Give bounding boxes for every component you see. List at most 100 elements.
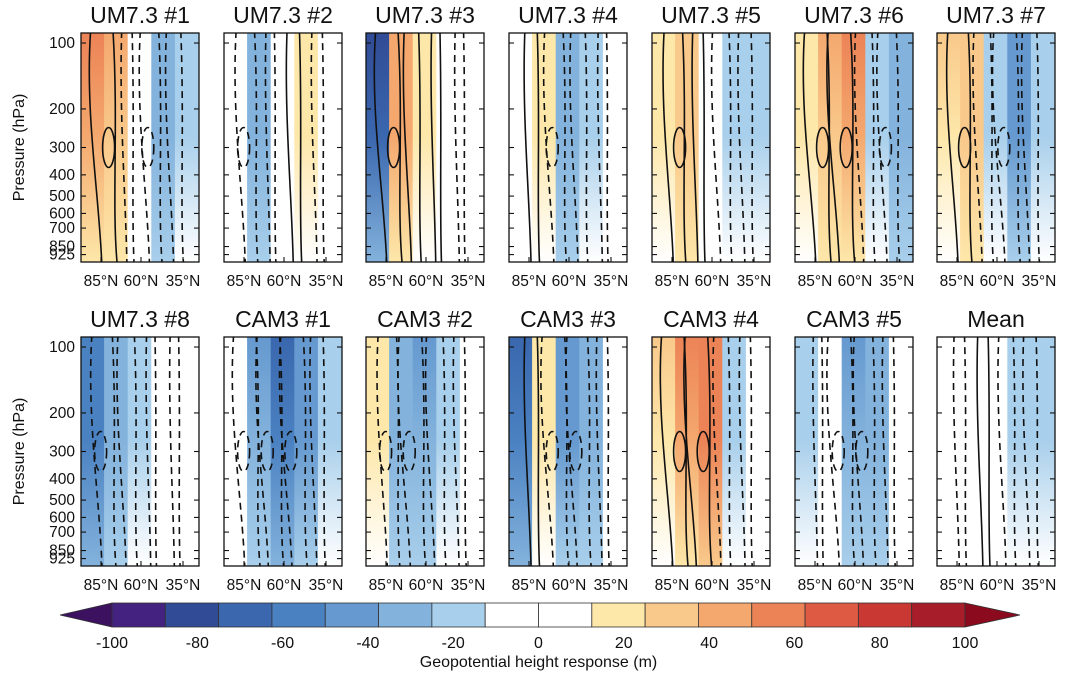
contour-line	[278, 337, 285, 566]
panel: UM7.3 #7 85°N 60°N 35°N	[936, 2, 1057, 290]
panel-title: Mean	[967, 306, 1025, 332]
contour-line	[945, 33, 959, 262]
x-tick-label: 60°N	[409, 273, 444, 290]
shading-field	[509, 337, 627, 566]
shading-field	[652, 337, 770, 566]
x-tick-label: 35°N	[1022, 273, 1057, 290]
contour-line	[321, 33, 325, 262]
x-tick-label: 85°N	[940, 577, 975, 594]
contour-loop	[101, 126, 116, 169]
contour-line	[309, 337, 318, 566]
contour-loop	[672, 126, 687, 169]
y-tick-label: 400	[49, 167, 75, 184]
x-tick-label: 85°N	[84, 577, 119, 594]
shading-field	[224, 337, 342, 566]
panel-title: CAM3 #5	[806, 306, 902, 332]
shading-band	[579, 337, 604, 566]
y-tick-label: 400	[49, 471, 75, 488]
y-tick-label: 700	[49, 220, 75, 237]
contour-lines	[659, 337, 753, 566]
contour-line	[442, 337, 447, 566]
x-tick-label: 35°N	[594, 577, 629, 594]
x-tick-label: 35°N	[737, 577, 772, 594]
contour-line	[462, 33, 466, 262]
contour-line	[967, 33, 973, 262]
contour-loop	[386, 126, 401, 169]
contour-line	[112, 33, 118, 262]
x-tick-label: 85°N	[655, 273, 690, 290]
contour-line	[706, 337, 713, 566]
y-tick-label: 300	[49, 140, 75, 157]
contour-lines	[89, 337, 181, 566]
panel-title: CAM3 #1	[235, 306, 331, 332]
contour-loop	[236, 430, 251, 473]
contour-lines	[234, 33, 325, 262]
contour-loop	[283, 430, 298, 473]
contour-line	[991, 33, 1006, 262]
contour-loop	[545, 430, 560, 473]
contour-line	[989, 33, 995, 262]
shading-field	[224, 33, 342, 262]
shading-band	[555, 337, 581, 566]
contour-line	[278, 337, 293, 566]
contour-line	[750, 33, 755, 262]
x-tick-label: 85°N	[655, 577, 690, 594]
contour-line	[659, 337, 674, 566]
contour-line	[439, 33, 443, 262]
shading-field	[366, 337, 484, 566]
colorbar-tick-label: 100	[952, 635, 979, 652]
y-tick-label: 925	[49, 551, 75, 568]
contour-line	[595, 337, 603, 566]
x-tick-label: 35°N	[880, 273, 915, 290]
contour-line	[683, 337, 698, 566]
contour-line	[712, 337, 722, 566]
colorbar-bin	[431, 602, 486, 628]
shading-band	[247, 33, 272, 262]
contour-line	[871, 33, 876, 262]
x-tick-label: 60°N	[552, 273, 587, 290]
contour-line	[976, 337, 984, 566]
contour-line	[255, 337, 261, 566]
colorbar-tick-label: -80	[186, 635, 209, 652]
contour-loop	[696, 430, 711, 473]
contour-line	[702, 33, 706, 262]
contour-line	[523, 337, 532, 566]
contour-line	[683, 337, 689, 566]
contour-line	[826, 337, 841, 566]
colorbar-tick-label: 60	[786, 635, 804, 652]
contour-line	[463, 337, 467, 566]
panel: CAM3 #4 85°N 60°N 35°N	[651, 306, 772, 594]
x-tick-label: 60°N	[124, 577, 159, 594]
y-tick-label: 925	[49, 247, 75, 264]
contour-line	[180, 33, 185, 262]
x-tick-label: 85°N	[940, 273, 975, 290]
contour-line	[737, 33, 746, 262]
colorbar-bin	[538, 602, 593, 628]
contour-loop	[957, 126, 972, 169]
colorbar-tick-label: 40	[700, 635, 718, 652]
colorbar-extend-min	[59, 602, 113, 628]
contour-line	[1035, 337, 1040, 566]
shading-band	[675, 33, 700, 262]
contour-line	[892, 337, 896, 566]
contour-loop	[831, 430, 846, 473]
contour-line	[255, 337, 270, 566]
contour-loop	[402, 430, 417, 473]
shading-band	[389, 337, 414, 566]
contour-lines	[812, 337, 896, 566]
contour-line	[88, 33, 103, 262]
contour-line	[536, 337, 541, 566]
contour-line	[231, 337, 246, 566]
colorbar-bin	[378, 602, 433, 628]
colorbar-tick-label: -40	[356, 635, 379, 652]
colorbar-bin	[911, 602, 966, 628]
panel-title: UM7.3 #8	[90, 306, 190, 332]
contour-line	[802, 33, 817, 262]
shading-field	[81, 337, 199, 566]
y-tick-label: 100	[49, 339, 75, 356]
shading-field	[509, 33, 627, 262]
panel-title: UM7.3 #5	[661, 2, 761, 28]
panel-title: UM7.3 #6	[804, 2, 904, 28]
